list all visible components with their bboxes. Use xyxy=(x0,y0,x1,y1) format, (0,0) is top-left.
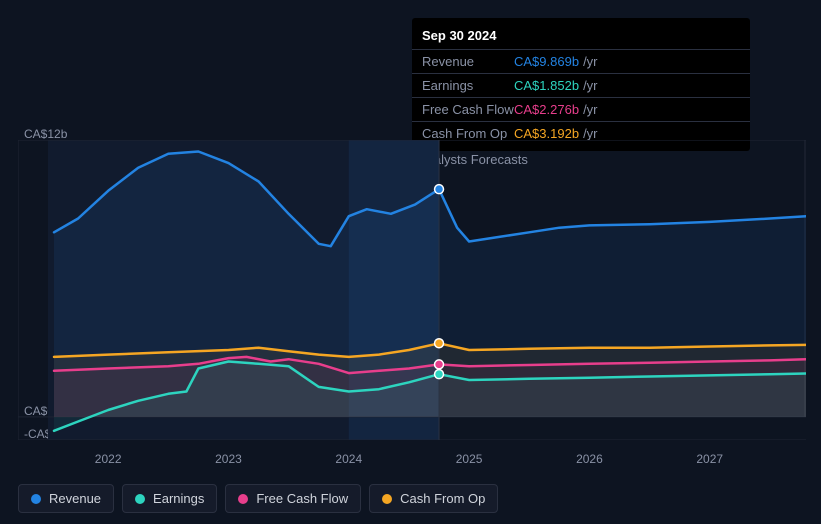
x-tick-label: 2026 xyxy=(576,452,603,466)
legend-item-cash-from-op[interactable]: Cash From Op xyxy=(369,484,498,513)
tooltip-row-label: Cash From Op xyxy=(422,126,514,141)
legend-swatch xyxy=(238,494,248,504)
x-tick-label: 2024 xyxy=(335,452,362,466)
tooltip-row-value: CA$9.869b xyxy=(514,54,579,69)
legend-item-free-cash-flow[interactable]: Free Cash Flow xyxy=(225,484,361,513)
x-axis: 2022 2023 2024 2025 2026 2027 xyxy=(18,452,806,472)
tooltip-row-label: Free Cash Flow xyxy=(422,102,514,117)
tooltip-row-label: Earnings xyxy=(422,78,514,93)
x-tick-label: 2023 xyxy=(215,452,242,466)
tooltip-date: Sep 30 2024 xyxy=(412,24,750,49)
legend-label: Free Cash Flow xyxy=(256,491,348,506)
tooltip-row-value: CA$3.192b xyxy=(514,126,579,141)
legend-swatch xyxy=(135,494,145,504)
tooltip-row: EarningsCA$1.852b/yr xyxy=(412,73,750,97)
legend-label: Cash From Op xyxy=(400,491,485,506)
tooltip-row-value: CA$2.276b xyxy=(514,102,579,117)
legend-label: Revenue xyxy=(49,491,101,506)
x-tick-label: 2025 xyxy=(456,452,483,466)
tooltip-row-unit: /yr xyxy=(583,78,597,93)
legend-swatch xyxy=(31,494,41,504)
legend-item-revenue[interactable]: Revenue xyxy=(18,484,114,513)
legend-label: Earnings xyxy=(153,491,204,506)
tooltip-row-value: CA$1.852b xyxy=(514,78,579,93)
legend-item-earnings[interactable]: Earnings xyxy=(122,484,217,513)
tooltip-row-label: Revenue xyxy=(422,54,514,69)
legend-swatch xyxy=(382,494,392,504)
tooltip-row-unit: /yr xyxy=(583,102,597,117)
tooltip-row: RevenueCA$9.869b/yr xyxy=(412,49,750,73)
y-tick-label: CA$12b xyxy=(24,127,67,141)
line-chart[interactable] xyxy=(18,140,806,440)
x-tick-label: 2027 xyxy=(696,452,723,466)
chart-tooltip: Sep 30 2024 RevenueCA$9.869b/yrEarningsC… xyxy=(412,18,750,151)
tooltip-row-unit: /yr xyxy=(583,54,597,69)
x-tick-label: 2022 xyxy=(95,452,122,466)
chart-legend: Revenue Earnings Free Cash Flow Cash From O… xyxy=(18,484,498,513)
tooltip-row-unit: /yr xyxy=(583,126,597,141)
tooltip-row: Free Cash FlowCA$2.276b/yr xyxy=(412,97,750,121)
